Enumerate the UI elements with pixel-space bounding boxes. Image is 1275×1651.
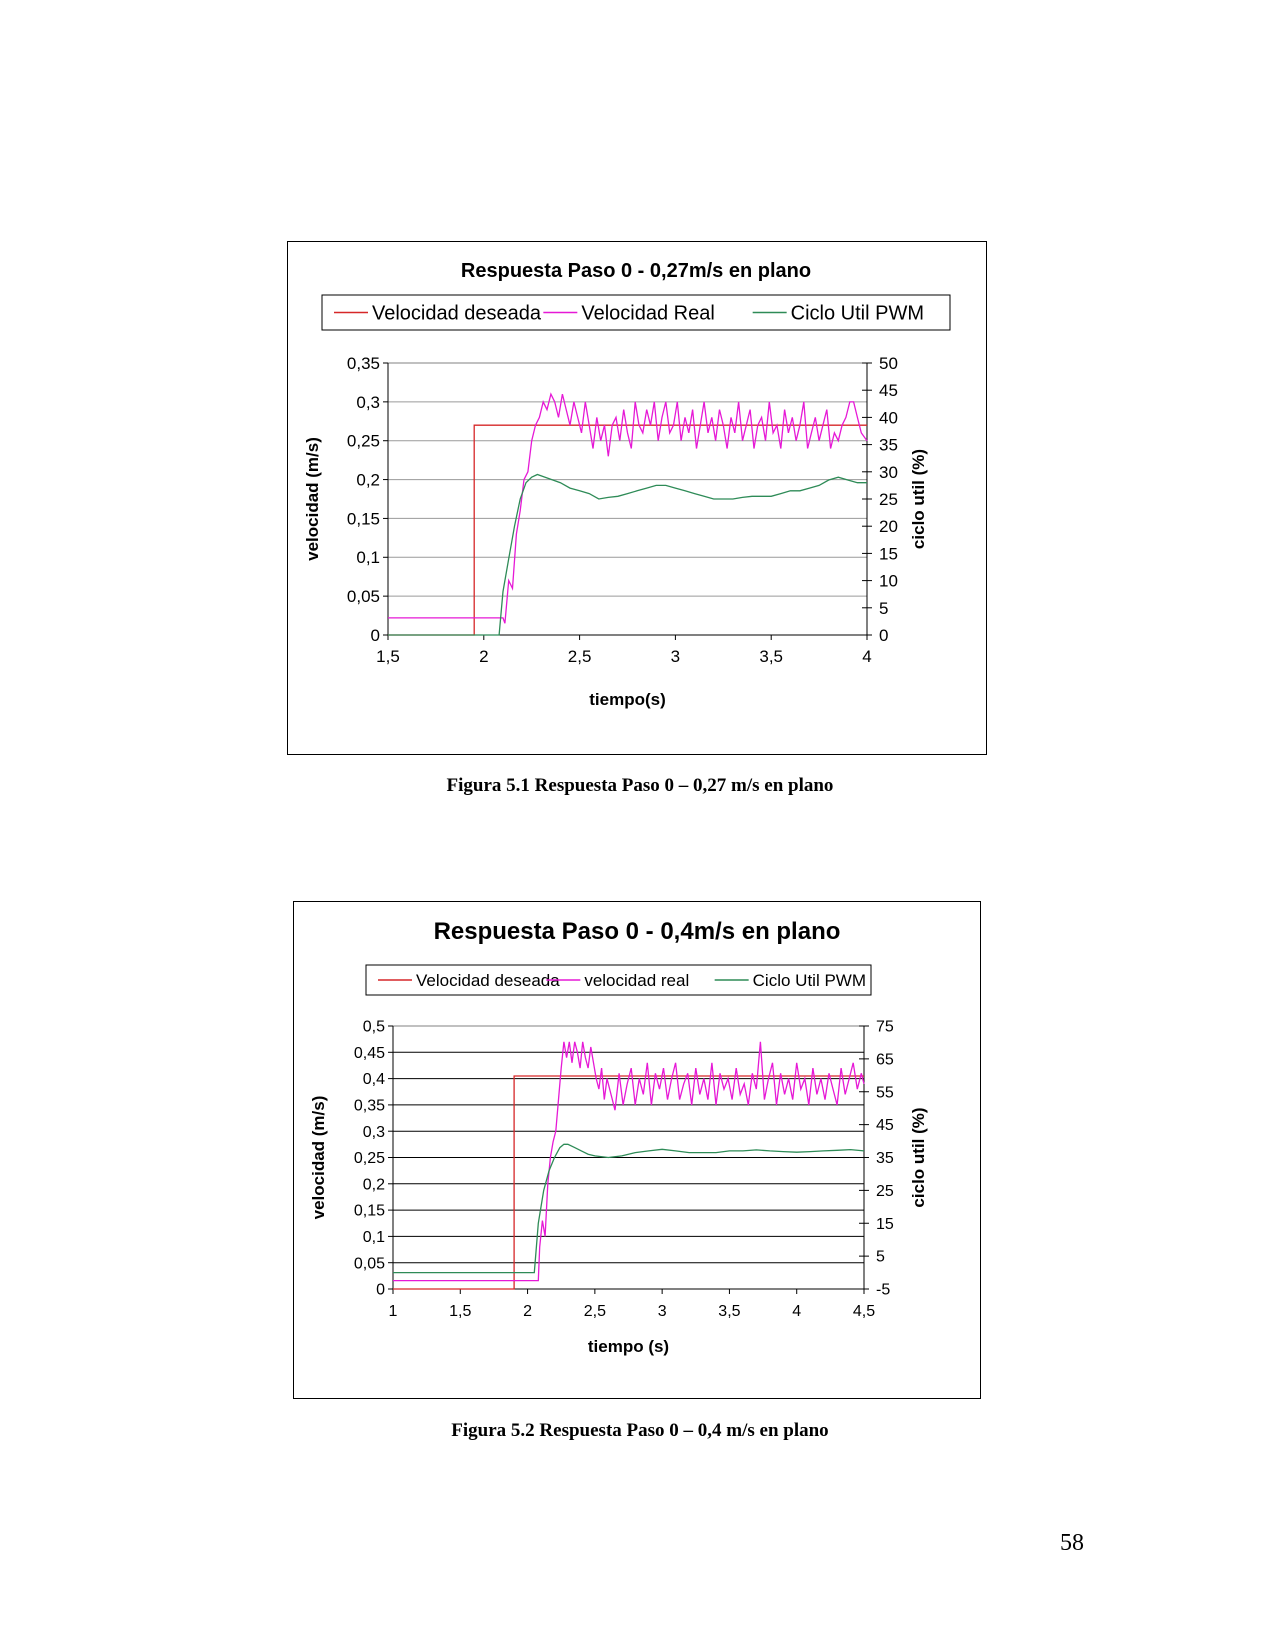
x-tick-label: 4,5 <box>853 1303 875 1320</box>
series-line-2 <box>388 392 868 624</box>
x-tick-label: 2,5 <box>568 647 592 666</box>
y-tick-label: 0,15 <box>347 509 380 528</box>
series-line-2 <box>393 1041 865 1282</box>
series-line-3 <box>388 473 867 636</box>
chart-2-svg: Respuesta Paso 0 - 0,4m/s en plano Veloci… <box>309 918 928 1356</box>
legend-label-2: velocidad real <box>584 971 689 990</box>
y2-tick-label: 35 <box>879 436 898 455</box>
y2-tick-label: 35 <box>876 1150 894 1167</box>
x-axis-label: tiempo(s) <box>589 690 666 709</box>
y-axis-label: velocidad (m/s) <box>309 1096 328 1220</box>
x-tick-label: 3 <box>658 1303 667 1320</box>
y2-tick-label: 5 <box>879 599 888 618</box>
y-tick-label: 0,1 <box>356 548 380 567</box>
y-tick-label: 0,1 <box>363 1229 385 1246</box>
x-tick-label: 1 <box>389 1303 398 1320</box>
y2-tick-label: 45 <box>876 1117 894 1134</box>
y-tick-label: 0,25 <box>354 1150 385 1167</box>
x-axis-label: tiempo (s) <box>588 1337 669 1356</box>
y2-tick-label: 55 <box>876 1084 894 1101</box>
x-tick-label: 4 <box>792 1303 801 1320</box>
legend-label-2: Velocidad Real <box>581 303 714 325</box>
y-tick-label: 0,3 <box>363 1124 385 1141</box>
x-tick-label: 3 <box>671 647 680 666</box>
page-number: 58 <box>1060 1530 1084 1556</box>
y-axis-label: velocidad (m/s) <box>303 437 322 561</box>
x-tick-label: 2 <box>479 647 488 666</box>
figure-2-caption: Figura 5.2 Respuesta Paso 0 – 0,4 m/s en… <box>451 1420 829 1441</box>
y2-tick-label: 20 <box>879 517 898 536</box>
y2-tick-label: 25 <box>876 1183 894 1200</box>
x-tick-label: 3,5 <box>718 1303 740 1320</box>
chart-2-frame: Respuesta Paso 0 - 0,4m/s en plano Veloci… <box>293 901 981 1399</box>
y2-tick-label: 65 <box>876 1051 894 1068</box>
y2-tick-label: 75 <box>876 1019 894 1036</box>
y2-tick-label: 10 <box>879 572 898 591</box>
y-tick-label: 0,5 <box>363 1019 385 1036</box>
x-tick-label: 1,5 <box>449 1303 471 1320</box>
y2-tick-label: 30 <box>879 463 898 482</box>
y-tick-label: 0,25 <box>347 432 380 451</box>
plot-area <box>387 362 868 636</box>
y2-tick-label: -5 <box>876 1282 890 1299</box>
x-tick-label: 1,5 <box>376 647 400 666</box>
y-tick-label: 0 <box>371 626 380 645</box>
figure-1-caption: Figura 5.1 Respuesta Paso 0 – 0,27 m/s e… <box>446 775 834 796</box>
legend-label-1: Velocidad deseada <box>416 971 560 990</box>
chart-1-frame: Respuesta Paso 0 - 0,27m/s en plano Veloc… <box>287 241 987 755</box>
y-tick-label: 0,45 <box>354 1045 385 1062</box>
x-tick-label: 2,5 <box>584 1303 606 1320</box>
y2-tick-label: 5 <box>876 1249 885 1266</box>
y-tick-label: 0,2 <box>356 471 380 490</box>
y2-tick-label: 15 <box>876 1216 894 1233</box>
legend-label-1: Velocidad deseada <box>372 303 542 325</box>
y-tick-label: 0,15 <box>354 1203 385 1220</box>
y-tick-label: 0,35 <box>354 1098 385 1115</box>
series-line-1 <box>393 1075 864 1290</box>
y2-tick-label: 15 <box>879 544 898 563</box>
y2-tick-label: 45 <box>879 381 898 400</box>
y-tick-label: 0,4 <box>363 1071 385 1088</box>
y2-axis-label: ciclo util (%) <box>909 449 928 549</box>
y-tick-label: 0 <box>376 1282 385 1299</box>
legend-box <box>321 294 951 331</box>
y2-tick-label: 0 <box>879 626 888 645</box>
x-tick-label: 4 <box>862 647 871 666</box>
series-line-1 <box>388 424 867 636</box>
y2-tick-label: 50 <box>879 354 898 373</box>
y-tick-label: 0,05 <box>354 1255 385 1272</box>
x-tick-label: 2 <box>523 1303 532 1320</box>
legend-label-3: Ciclo Util PWM <box>791 303 924 325</box>
chart-title: Respuesta Paso 0 - 0,27m/s en plano <box>461 260 811 282</box>
y2-tick-label: 25 <box>879 490 898 509</box>
y-tick-label: 0,2 <box>363 1176 385 1193</box>
y-tick-label: 0,05 <box>347 587 380 606</box>
legend-box <box>365 964 872 996</box>
legend-label-3: Ciclo Util PWM <box>753 971 866 990</box>
y2-axis-label: ciclo util (%) <box>909 1107 928 1207</box>
series-line-3 <box>393 1143 865 1274</box>
chart-title: Respuesta Paso 0 - 0,4m/s en plano <box>434 918 841 945</box>
x-tick-label: 3,5 <box>759 647 783 666</box>
y-tick-label: 0,35 <box>347 354 380 373</box>
y-tick-label: 0,3 <box>356 393 380 412</box>
y2-tick-label: 40 <box>879 408 898 427</box>
chart-1-svg: Respuesta Paso 0 - 0,27m/s en plano Veloc… <box>303 260 951 709</box>
